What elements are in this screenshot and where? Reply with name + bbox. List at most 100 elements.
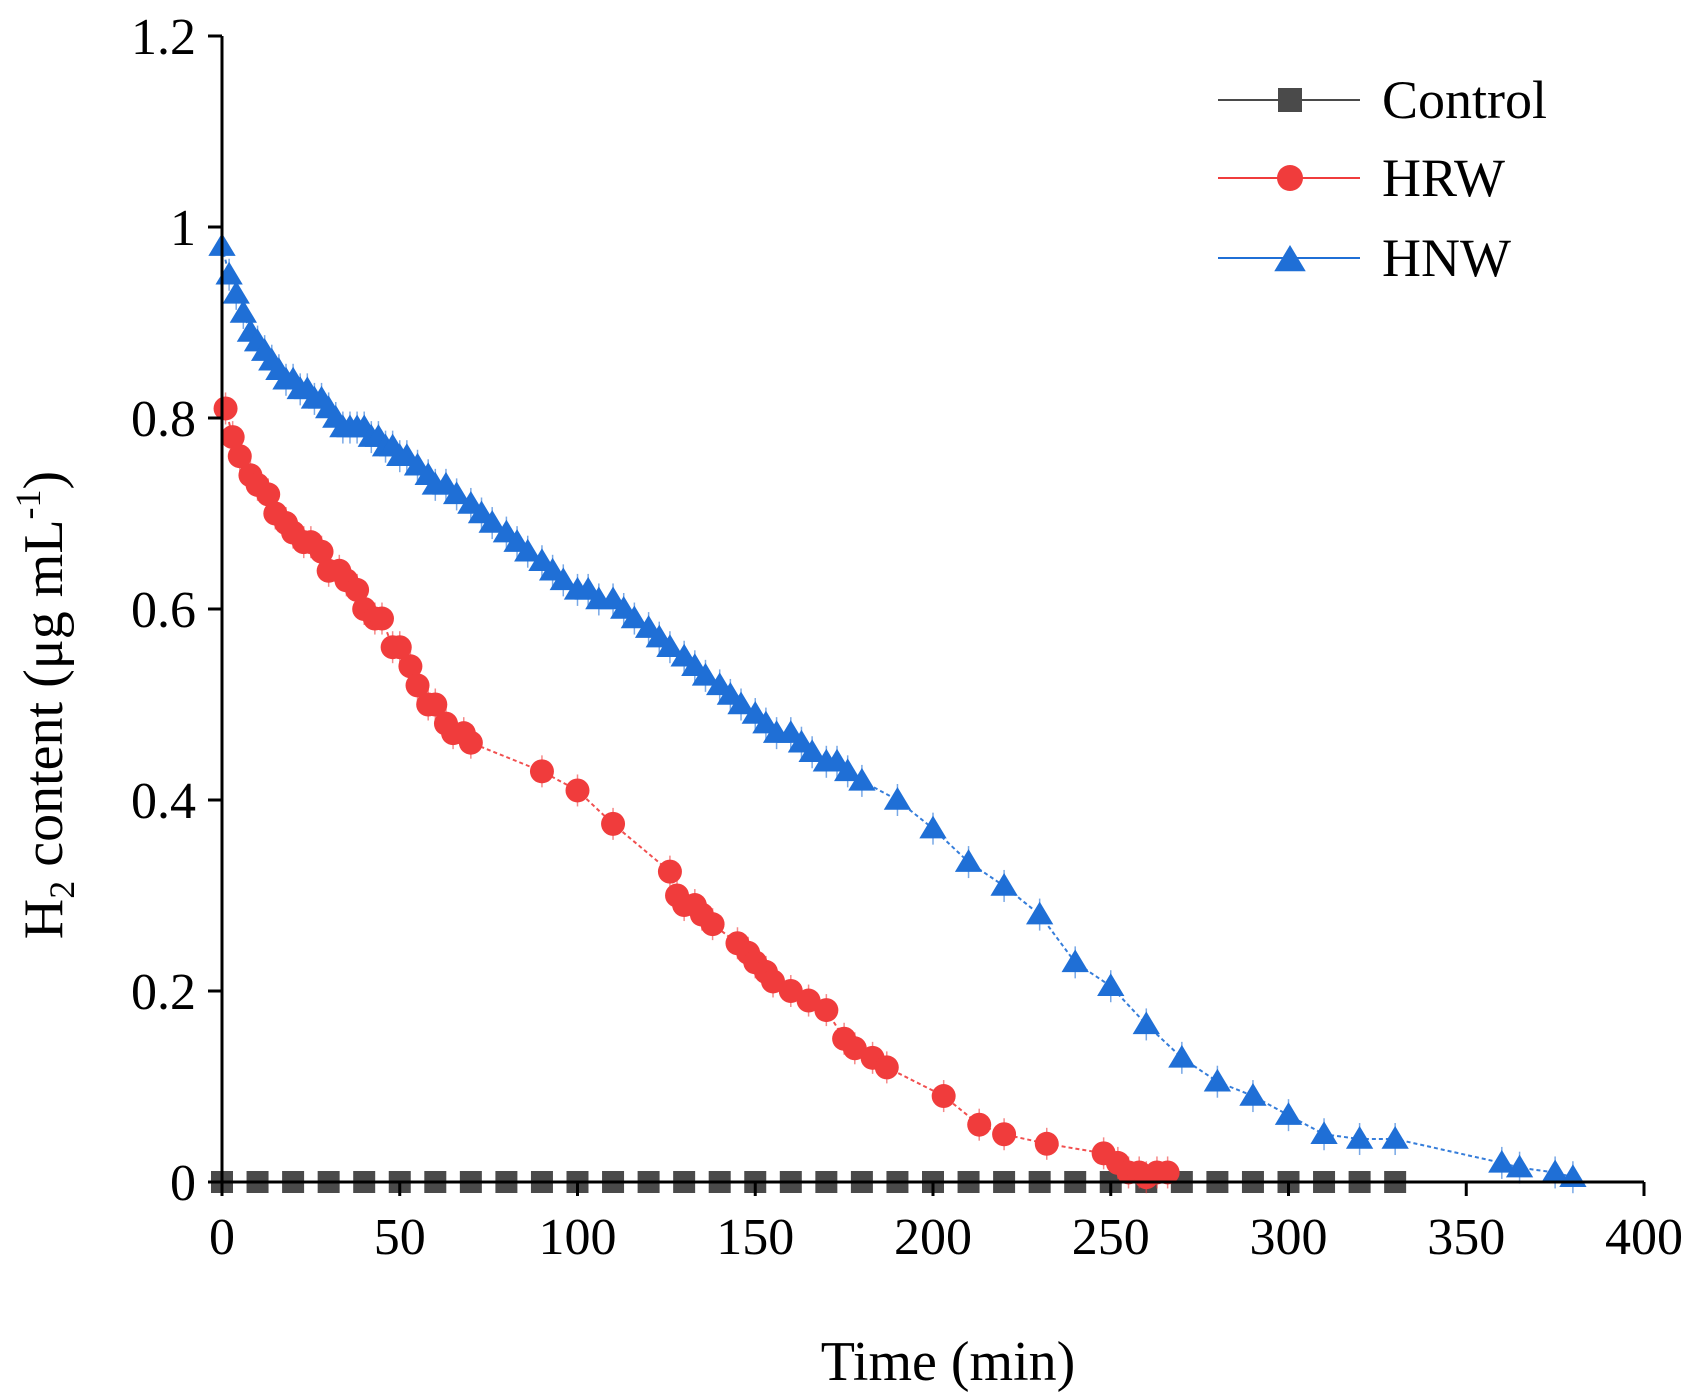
x-tick-label: 250 bbox=[1072, 1209, 1150, 1266]
y-tick-label: 1 bbox=[170, 200, 196, 257]
data-point-hrw bbox=[458, 730, 483, 755]
data-point-hnw bbox=[549, 567, 577, 591]
data-point-hrw bbox=[967, 1112, 992, 1137]
y-label-rest: content (μg mL bbox=[13, 519, 75, 880]
data-point-hrw bbox=[992, 1122, 1017, 1147]
data-point-hnw bbox=[514, 538, 542, 562]
data-point-hrw bbox=[778, 979, 803, 1003]
legend-entry-hrw: HRW bbox=[1218, 148, 1505, 208]
y-tick-label: 0.2 bbox=[131, 964, 196, 1021]
legend-label-hnw: HNW bbox=[1382, 228, 1511, 288]
data-point-hnw bbox=[954, 849, 983, 872]
data-point-hrw bbox=[309, 539, 334, 564]
data-point-hnw bbox=[1381, 1126, 1409, 1149]
x-tick-label: 400 bbox=[1605, 1209, 1683, 1266]
y-tick-label: 0.6 bbox=[131, 582, 196, 639]
legend-entry-hnw: HNW bbox=[1218, 228, 1511, 288]
data-point-hnw bbox=[1345, 1126, 1374, 1149]
data-point-hrw bbox=[398, 654, 423, 679]
data-point-hrw bbox=[1155, 1160, 1180, 1185]
data-point-hnw bbox=[478, 510, 506, 533]
y-label-main: H bbox=[13, 899, 75, 939]
data-point-hnw bbox=[919, 815, 947, 839]
data-point-hrw bbox=[931, 1084, 956, 1109]
data-point-hnw bbox=[442, 481, 471, 505]
data-point-hnw bbox=[834, 758, 862, 782]
legend-label-control: Control bbox=[1382, 70, 1547, 130]
x-tick-label: 350 bbox=[1427, 1209, 1505, 1266]
data-point-hrw bbox=[256, 482, 281, 507]
tick-labels: 0 50 100 150 200 250 300 350 400 0 0.2 0.4 0.6 0.8 1 1.… bbox=[131, 9, 1683, 1266]
data-point-hrw bbox=[345, 577, 370, 602]
data-point-hnw bbox=[1168, 1044, 1196, 1068]
data-point-hnw bbox=[990, 872, 1018, 896]
y-label-close: ) bbox=[13, 471, 75, 490]
legend-marker-hnw bbox=[1274, 245, 1306, 272]
y-tick-label: 1.2 bbox=[131, 9, 196, 66]
series-layer bbox=[208, 230, 1587, 1194]
data-point-hnw bbox=[222, 280, 250, 304]
data-point-hrw bbox=[796, 988, 821, 1013]
data-point-hnw bbox=[229, 299, 257, 323]
data-point-hnw bbox=[1026, 901, 1054, 925]
legend-entry-control: Control bbox=[1218, 70, 1547, 130]
data-point-hrw bbox=[842, 1036, 867, 1061]
data-point-hrw bbox=[874, 1055, 899, 1080]
data-point-hnw bbox=[883, 787, 912, 810]
legend-label-hrw: HRW bbox=[1382, 148, 1505, 208]
data-point-hrw bbox=[405, 673, 430, 698]
data-point-hnw bbox=[691, 662, 720, 686]
data-point-hnw bbox=[798, 739, 826, 762]
x-tick-label: 200 bbox=[894, 1209, 972, 1266]
data-point-hnw bbox=[1132, 1011, 1160, 1035]
data-point-hrw bbox=[601, 811, 626, 836]
y-label-superscript: -1 bbox=[8, 489, 48, 519]
data-point-hrw bbox=[387, 635, 412, 660]
data-point-hnw bbox=[620, 605, 649, 629]
data-point-hnw bbox=[215, 261, 243, 285]
series-hrw bbox=[213, 392, 1180, 1194]
data-point-hrw bbox=[369, 606, 394, 631]
data-point-hnw bbox=[1274, 1102, 1303, 1125]
y-tick-label: 0 bbox=[170, 1155, 196, 1212]
data-point-hrw bbox=[657, 859, 682, 884]
y-label-subscript: 2 bbox=[42, 881, 82, 899]
x-tick-label: 300 bbox=[1250, 1209, 1328, 1266]
y-tick-label: 0.4 bbox=[131, 773, 196, 830]
x-axis-label: Time (min) bbox=[821, 1331, 1076, 1393]
data-point-hrw bbox=[761, 969, 786, 994]
data-point-hrw bbox=[213, 396, 238, 421]
data-point-hrw bbox=[700, 912, 725, 937]
legend-marker-hrw bbox=[1277, 165, 1303, 191]
data-point-hrw bbox=[423, 692, 448, 717]
data-point-hnw bbox=[1310, 1121, 1338, 1144]
data-point-hrw bbox=[220, 425, 245, 450]
data-point-hrw bbox=[529, 759, 554, 784]
series-line-hrw bbox=[224, 408, 1168, 1179]
legend: Control HRW HNW bbox=[1218, 70, 1547, 288]
data-point-hnw bbox=[1239, 1083, 1267, 1106]
data-point-hnw bbox=[1505, 1154, 1534, 1178]
legend-marker-control bbox=[1278, 88, 1302, 112]
data-point-hrw bbox=[565, 778, 590, 803]
y-axis-label: H2 content (μg mL-1) bbox=[8, 471, 82, 939]
data-point-hrw bbox=[1034, 1131, 1059, 1156]
data-point-hnw bbox=[1097, 973, 1125, 996]
data-point-hnw bbox=[1541, 1159, 1569, 1183]
series-hnw bbox=[208, 230, 1587, 1194]
data-point-hnw bbox=[727, 691, 755, 715]
data-point-hnw bbox=[1488, 1149, 1516, 1173]
x-tick-label: 100 bbox=[539, 1209, 617, 1266]
axes bbox=[208, 34, 1646, 1196]
data-point-hnw bbox=[848, 767, 876, 791]
data-point-hnw bbox=[1203, 1068, 1232, 1092]
x-tick-label: 50 bbox=[374, 1209, 426, 1266]
data-point-hnw bbox=[656, 634, 684, 657]
data-point-hnw bbox=[1061, 949, 1089, 973]
x-tick-label: 0 bbox=[209, 1209, 235, 1266]
data-point-hrw bbox=[227, 444, 252, 469]
x-tick-label: 150 bbox=[716, 1209, 794, 1266]
y-tick-label: 0.8 bbox=[131, 391, 196, 448]
data-point-hrw bbox=[814, 998, 839, 1023]
